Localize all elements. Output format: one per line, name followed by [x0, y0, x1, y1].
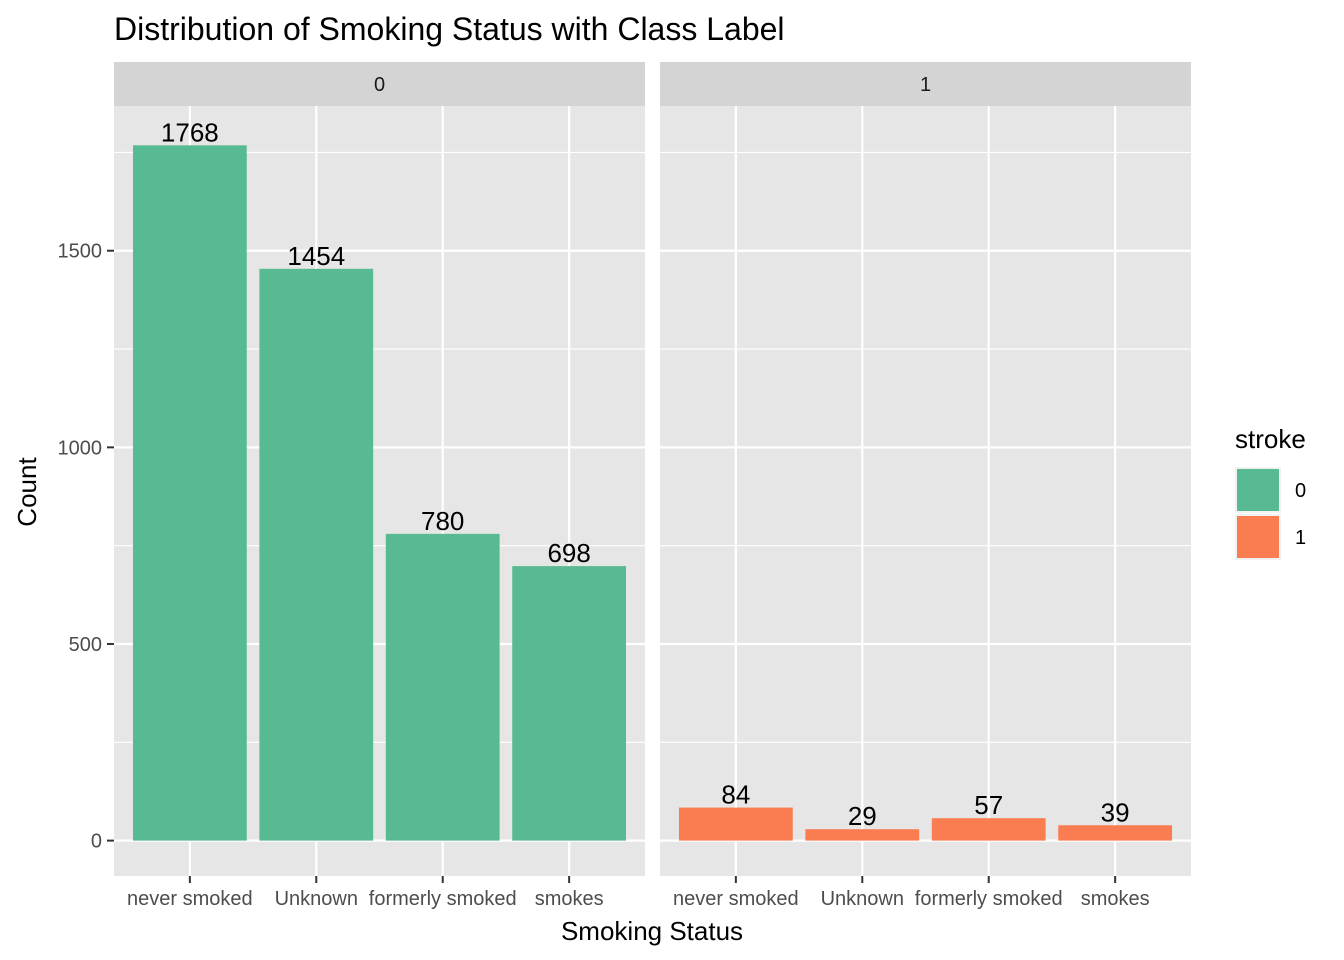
- facet-strip: [114, 62, 645, 106]
- bar-smokes: [512, 566, 627, 841]
- bar-value-label: 57: [974, 790, 1003, 820]
- bar-formerly-smoked: [385, 533, 500, 841]
- x-tick-label: Unknown: [821, 888, 904, 910]
- chart-title: Distribution of Smoking Status with Clas…: [114, 11, 785, 47]
- legend-key-1: [1237, 516, 1279, 558]
- bar-value-label: 698: [547, 538, 590, 568]
- facets-layer: 0 1768 1454 780 698 never smoked Unknown former…: [114, 62, 1191, 910]
- panel-background: [660, 106, 1191, 876]
- y-tick-label: 500: [69, 634, 102, 656]
- y-tick-label: 1000: [58, 437, 103, 459]
- x-tick-label: Unknown: [275, 888, 358, 910]
- facet-panel-1: 1 84 29 57 39 never smoked Unknown formerly smo…: [660, 62, 1191, 910]
- bar-unknown: [259, 268, 374, 841]
- bar-value-label: 780: [421, 506, 464, 536]
- y-tick-label: 1500: [58, 241, 103, 263]
- x-tick-label: formerly smoked: [915, 888, 1063, 910]
- x-tick-label: never smoked: [673, 888, 799, 910]
- facet-strip-label: 1: [920, 74, 931, 96]
- bar-value-label: 1768: [161, 117, 219, 147]
- y-tick-label: 0: [91, 831, 102, 853]
- bar-value-label: 84: [721, 780, 750, 810]
- bar-unknown: [805, 829, 920, 841]
- facet-strip: [660, 62, 1191, 106]
- y-axis: 0 500 1000 1500: [58, 241, 114, 853]
- x-tick-label: formerly smoked: [369, 888, 517, 910]
- legend-label-1: 1: [1295, 527, 1306, 549]
- x-axis-title: Smoking Status: [561, 916, 743, 946]
- bar-formerly-smoked: [931, 818, 1046, 841]
- facet-panel-0: 0 1768 1454 780 698 never smoked Unknown former…: [114, 62, 645, 910]
- legend-key-0: [1237, 469, 1279, 511]
- bar-value-label: 29: [848, 801, 877, 831]
- x-tick-label: smokes: [1081, 888, 1150, 910]
- bar-smokes: [1058, 825, 1173, 841]
- y-axis-title: Count: [12, 457, 42, 527]
- x-tick-label: smokes: [535, 888, 604, 910]
- legend-title: stroke: [1235, 424, 1306, 454]
- facet-strip-label: 0: [374, 74, 385, 96]
- bar-never-smoked: [132, 145, 247, 841]
- bar-value-label: 1454: [287, 241, 345, 271]
- legend-label-0: 0: [1295, 480, 1306, 502]
- bar-never-smoked: [678, 807, 793, 841]
- bar-value-label: 39: [1101, 797, 1130, 827]
- x-tick-label: never smoked: [127, 888, 253, 910]
- legend: stroke 0 1: [1235, 424, 1306, 560]
